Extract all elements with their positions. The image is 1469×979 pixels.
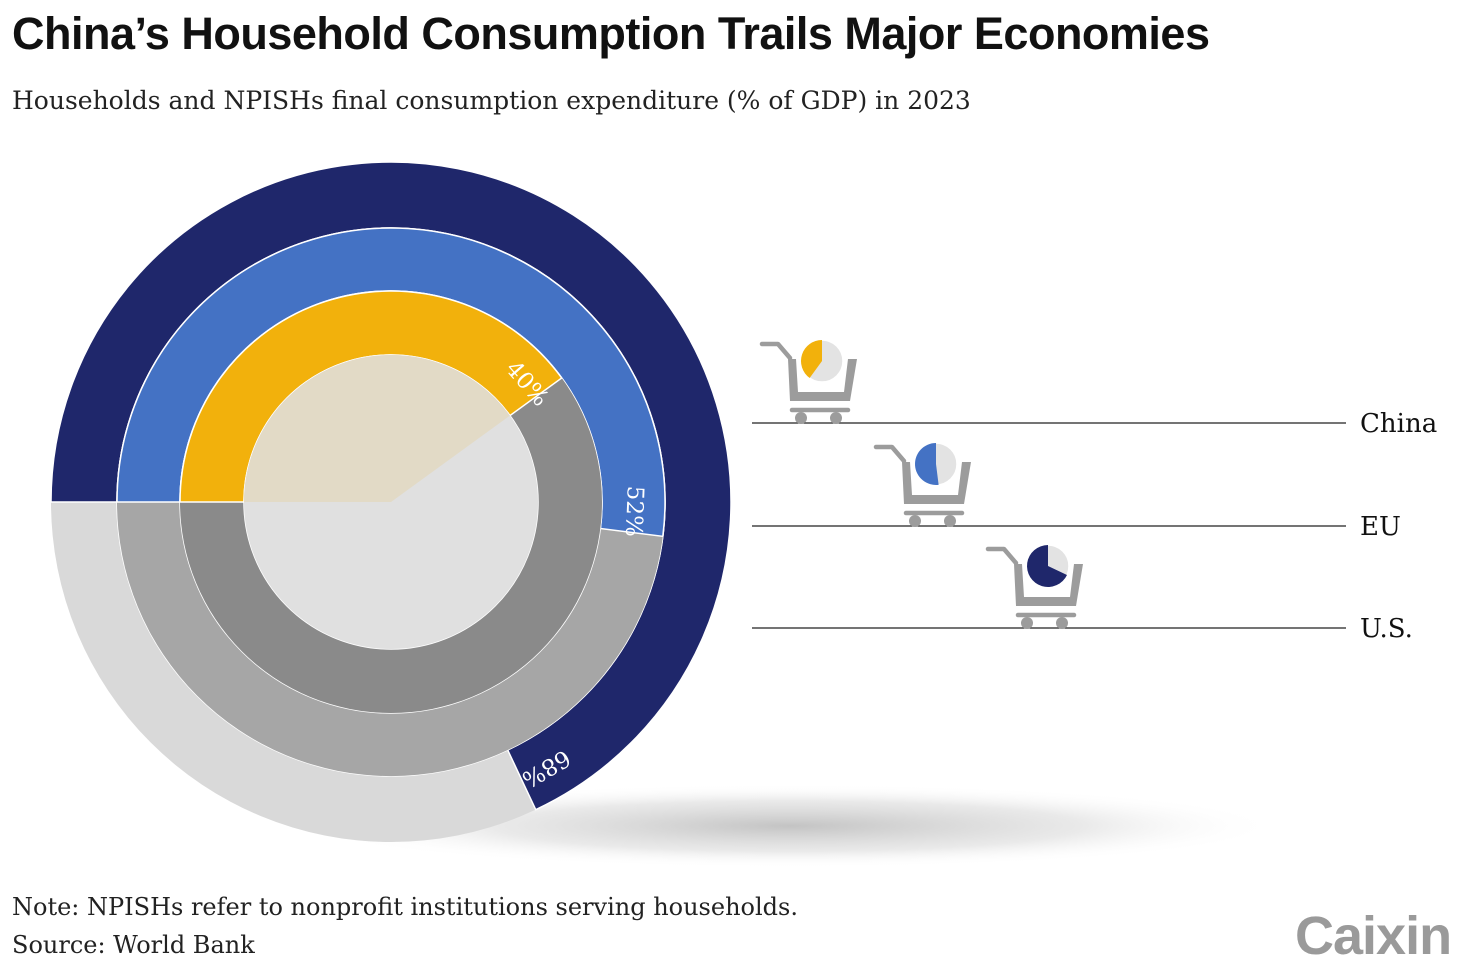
- china-shopping-cart-icon: [759, 339, 857, 424]
- chart-title: China’s Household Consumption Trails Maj…: [12, 8, 1210, 59]
- eu-cart-wheel-right: [944, 515, 956, 527]
- u-s-cart-wheel-left: [1021, 617, 1033, 629]
- u-s-cart-handle: [985, 546, 1019, 566]
- u-s-legend-label: U.S.: [1360, 614, 1413, 644]
- eu-cart-wheel-left: [909, 515, 921, 527]
- footnote: Note: NPISHs refer to nonprofit institut…: [12, 893, 798, 921]
- eu-shopping-cart-icon: [873, 442, 971, 527]
- eu-cart-basket: [902, 462, 971, 504]
- chart-subtitle: Households and NPISHs final consumption …: [12, 86, 971, 115]
- china-cart-wheel-left: [795, 412, 807, 424]
- legend-group: China EU U.S.: [752, 339, 1437, 644]
- caixin-logo: Caixin: [1295, 906, 1452, 966]
- eu-cart-handle: [873, 444, 907, 464]
- china-cart-handle: [759, 341, 793, 361]
- eu-value-label: 52%: [620, 485, 648, 537]
- center-highlight-sector: [244, 355, 510, 502]
- u-s-cart-wheel-right: [1056, 617, 1068, 629]
- u-s-shopping-cart-icon: [985, 544, 1083, 629]
- china-legend-label: China: [1360, 409, 1437, 439]
- china-mini-pie-share: [801, 340, 822, 378]
- source-note: Source: World Bank: [12, 931, 255, 959]
- china-cart-basket: [788, 359, 857, 401]
- u-s-mini-pie-share: [1027, 545, 1068, 587]
- u-s-cart-basket: [1014, 564, 1083, 606]
- china-cart-wheel-right: [830, 412, 842, 424]
- eu-mini-pie-share: [915, 443, 939, 485]
- rings-group: 68%52%40%: [50, 161, 732, 842]
- eu-legend-label: EU: [1360, 512, 1401, 542]
